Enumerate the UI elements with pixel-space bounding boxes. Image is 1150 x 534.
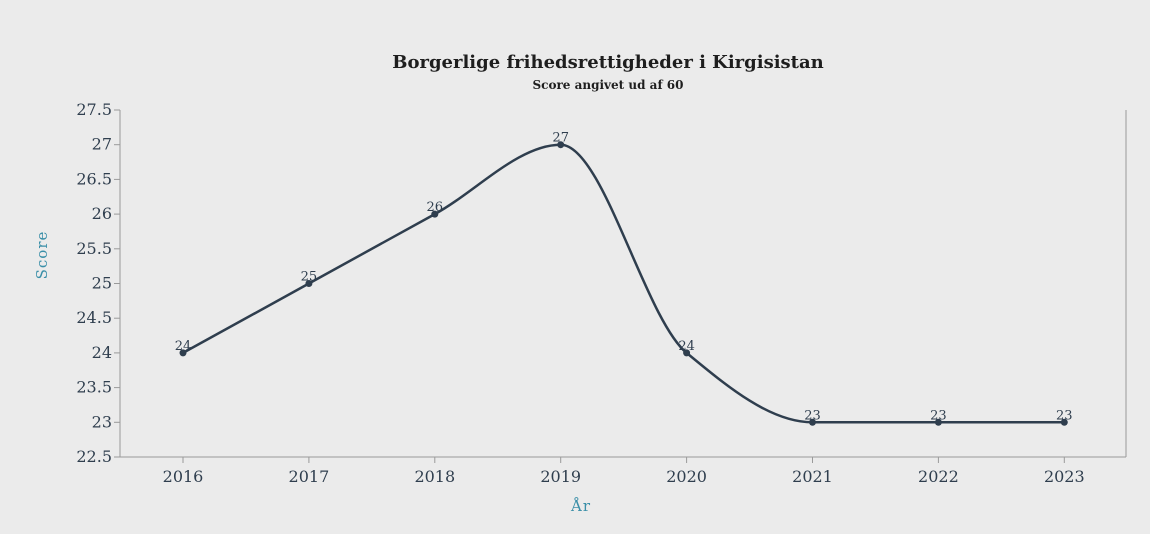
data-point [431,210,439,218]
x-tick-label: 2022 [918,467,959,486]
data-label: 23 [1056,408,1073,423]
data-point [934,418,942,426]
x-axis-ticks: 2016 2017 2018 2019 2020 2021 2022 2023 [163,457,1085,486]
y-tick-label: 23 [92,412,112,431]
x-tick-label: 2017 [289,467,330,486]
chart-subtitle: Score angivet ud af 60 [533,78,684,92]
data-label: 26 [427,200,444,215]
x-tick-label: 2023 [1044,467,1085,486]
data-point [809,418,816,426]
series-line [181,143,1066,424]
y-tick-label: 23.5 [76,378,112,397]
y-tick-label: 24.5 [76,308,112,327]
x-tick-label: 2018 [414,467,455,486]
data-point [683,349,691,357]
data-label: 23 [804,408,821,423]
y-axis-ticks: 22.5 23 23.5 24 24.5 25 25.5 26 26.5 27 27.5 [76,100,120,466]
x-axis-label: År [570,497,591,515]
x-tick-label: 2016 [163,467,204,486]
data-point [1060,418,1068,426]
y-tick-label: 22.5 [76,447,112,466]
data-points [179,141,1068,426]
chart-title: Borgerlige frihedsrettigheder i Kirgisis… [392,52,824,73]
data-point [305,280,313,287]
y-tick-label: 26.5 [76,169,112,188]
data-point [179,349,187,357]
y-tick-label: 25.5 [76,239,112,258]
y-tick-label: 24 [92,343,112,362]
data-label: 27 [552,131,569,146]
data-label: 24 [175,339,192,354]
y-axis-label: Score [33,231,51,280]
x-tick-label: 2021 [792,467,833,486]
y-tick-label: 26 [92,204,112,223]
data-point [557,141,565,149]
data-label: 24 [678,339,695,354]
y-tick-label: 27.5 [76,100,112,119]
y-tick-label: 25 [92,274,112,293]
y-tick-label: 27 [92,135,112,154]
x-tick-label: 2020 [666,467,707,486]
data-labels: 24 25 26 27 24 23 23 23 [175,131,1073,424]
data-label: 25 [301,270,318,285]
data-label: 23 [930,408,947,423]
x-tick-label: 2019 [540,467,581,486]
